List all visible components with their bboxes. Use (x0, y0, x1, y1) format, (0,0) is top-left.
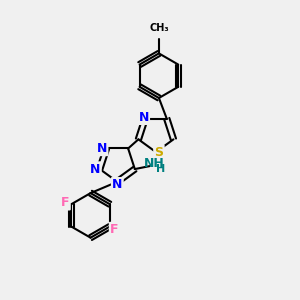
Text: N: N (138, 111, 149, 124)
Text: N: N (90, 163, 101, 176)
Text: N: N (112, 178, 122, 191)
Text: H: H (156, 164, 166, 174)
Text: S: S (154, 146, 164, 159)
Text: NH: NH (144, 157, 164, 169)
Text: CH₃: CH₃ (149, 23, 169, 33)
Text: F: F (61, 196, 70, 209)
Text: F: F (110, 223, 118, 236)
Text: N: N (97, 142, 107, 155)
